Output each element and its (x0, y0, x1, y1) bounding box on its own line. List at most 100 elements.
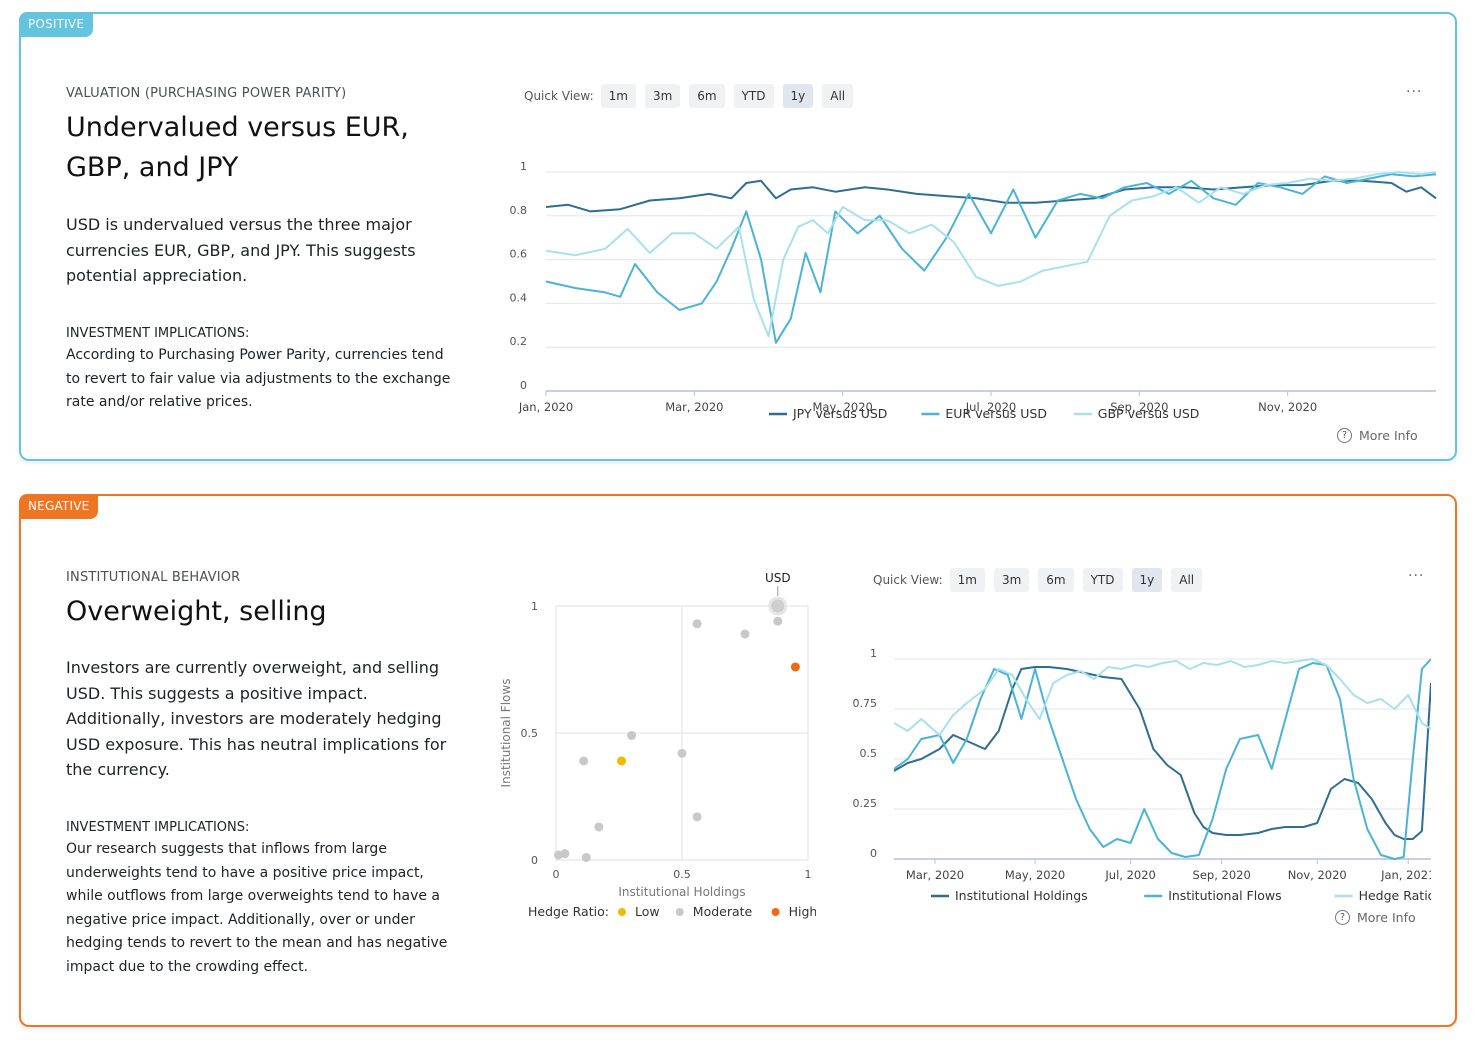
implications-line: hedging tends to revert to the mean and … (66, 935, 448, 951)
y-tick-label: 0.2 (510, 335, 528, 348)
range-ytd-button[interactable]: YTD (1082, 568, 1123, 592)
implications-line: to revert to fair value via adjustments … (66, 370, 451, 387)
headline-line: Overweight, selling (66, 596, 327, 627)
summary-line: USD exposure. This has neutral implicati… (66, 734, 447, 754)
summary-text: Investors are currently overweight, and … (66, 655, 446, 783)
legend-label: EUR versus USD (945, 406, 1047, 421)
scatter-point (617, 756, 627, 766)
x-tick-label: Jan, 2020 (518, 400, 573, 414)
quick-view-label: Quick View: (524, 89, 594, 103)
x-tick-label: 1 (805, 868, 812, 881)
range-all-button[interactable]: All (1171, 568, 1203, 592)
valuation-line-chart: 0 0.2 0.4 0.6 0.8 1 Jan, 2020 Mar, 2020 May, 202… (510, 160, 1437, 421)
summary-line: Additionally, investors are moderately h… (66, 709, 442, 728)
summary-text: USD is undervalued versus the three majo… (66, 212, 416, 289)
y-tick-label: 0.6 (510, 248, 528, 261)
institutional-scatter-chart: 0 0.5 1 0 0.5 1 Institutional Holdings Institut… (499, 571, 816, 919)
x-axis-label: Institutional Holdings (618, 885, 745, 899)
implications-line: Our research suggests that inflows from … (66, 841, 387, 857)
legend-label: High (789, 904, 816, 919)
scatter-point (692, 812, 702, 822)
institutional-line-chart: 0 0.25 0.5 0.75 1 Mar, 2020 May, 2020 Jul, 2020… (853, 647, 1431, 903)
y-axis-label: Institutional Flows (499, 679, 513, 788)
scatter-point (560, 849, 570, 859)
x-tick-label: Sep, 2020 (1193, 868, 1251, 882)
series-line-institutional-flows (893, 658, 1431, 860)
scatter-point (773, 616, 783, 626)
x-tick-label: Sep, 2020 (1110, 400, 1168, 414)
legend-swatch (675, 908, 684, 916)
implications-line: underweights tend to have a positive pri… (66, 864, 424, 881)
implications-line: while outflows from large overweights te… (66, 888, 440, 904)
legend-swatch (618, 908, 626, 916)
implications-line: impact due to the crowding effect. (66, 958, 309, 975)
headline-line: GBP, and JPY (66, 152, 239, 183)
implications-text: According to Purchasing Power Parity, cu… (66, 344, 450, 415)
range-1m-button[interactable]: 1m (949, 568, 985, 592)
more-info-link[interactable]: ? More Info (1335, 910, 1416, 925)
y-tick-label: 1 (870, 647, 877, 660)
summary-line: USD is undervalued versus the three majo… (66, 215, 412, 234)
summary-line: the currency. (66, 760, 170, 779)
usd-point (768, 596, 788, 616)
range-3m-button[interactable]: 3m (644, 84, 681, 108)
scatter-point (627, 731, 637, 741)
range-1y-button[interactable]: 1y (782, 84, 814, 108)
range-1y-button[interactable]: 1y (1131, 568, 1163, 592)
legend-swatch (771, 908, 780, 916)
headline: Overweight, selling (66, 592, 327, 632)
range-1m-button[interactable]: 1m (600, 84, 636, 108)
range-3m-button[interactable]: 3m (993, 568, 1030, 592)
series-line-jpy-versus-usd (545, 179, 1437, 213)
summary-line: potential appreciation. (66, 266, 248, 285)
range-all-button[interactable]: All (822, 84, 854, 108)
quick-view-bar: Quick View: 1m 3m 6m YTD 1y All (524, 84, 862, 108)
x-tick-label: 0 (553, 868, 560, 881)
range-6m-button[interactable]: 6m (1038, 568, 1074, 592)
more-options-icon[interactable]: ··· (1408, 568, 1425, 584)
category-label: VALUATION (PURCHASING POWER PARITY) (66, 86, 347, 101)
x-tick-label: Nov, 2020 (1258, 400, 1317, 414)
series-line-hedge-ratio (893, 658, 1431, 736)
institutional-card: NEGATIVE INSTITUTIONAL BEHAVIOR Overweig… (19, 494, 1457, 1027)
implications-heading: INVESTMENT IMPLICATIONS: (66, 326, 250, 341)
x-tick-label: Mar, 2020 (906, 868, 964, 882)
y-tick-label: 0.5 (521, 727, 539, 740)
x-tick-label: Mar, 2020 (665, 400, 723, 414)
y-tick-label: 0.5 (860, 747, 878, 760)
y-tick-label: 0.4 (510, 291, 528, 304)
x-tick-label: Nov, 2020 (1288, 868, 1347, 882)
legend-label: Moderate (693, 904, 753, 919)
range-6m-button[interactable]: 6m (689, 84, 725, 108)
y-tick-label: 0 (531, 854, 538, 867)
x-tick-label: Jul, 2020 (965, 400, 1016, 414)
y-tick-label: 1 (520, 160, 527, 173)
summary-line: currencies EUR, GBP, and JPY. This sugge… (66, 240, 416, 260)
more-options-icon[interactable]: ··· (1406, 84, 1423, 100)
question-icon: ? (1335, 910, 1350, 925)
implications-text: Our research suggests that inflows from … (66, 838, 447, 979)
more-info-link[interactable]: ? More Info (1337, 428, 1418, 443)
more-info-label: More Info (1359, 428, 1418, 443)
summary-line: USD. This suggests a positive impact. (66, 683, 368, 703)
implications-heading: INVESTMENT IMPLICATIONS: (66, 820, 250, 835)
y-tick-label: 0.75 (853, 697, 878, 710)
question-icon: ? (1337, 428, 1352, 443)
series-line-eur-versus-usd (545, 173, 1437, 344)
quick-view-bar: Quick View: 1m 3m 6m YTD 1y All (873, 568, 1211, 592)
x-tick-label: Jan, 2021 (1380, 868, 1431, 882)
series-line-institutional-holdings (893, 666, 1431, 840)
legend-label: Hedge Ratio (1359, 888, 1431, 903)
headline-line: Undervalued versus EUR, (66, 112, 409, 143)
y-tick-label: 0 (870, 847, 877, 860)
legend-label: Low (635, 904, 660, 919)
legend-label: GBP versus USD (1098, 406, 1200, 421)
implications-line: rate and/or relative prices. (66, 394, 253, 410)
range-ytd-button[interactable]: YTD (733, 84, 774, 108)
legend-label: Institutional Holdings (955, 888, 1088, 903)
scatter-point (581, 852, 591, 862)
series-line-gbp-versus-usd (545, 171, 1437, 338)
legend-title: Hedge Ratio: (528, 904, 609, 919)
x-tick-label: May, 2020 (1005, 868, 1065, 882)
summary-line: Investors are currently overweight, and … (66, 658, 440, 677)
